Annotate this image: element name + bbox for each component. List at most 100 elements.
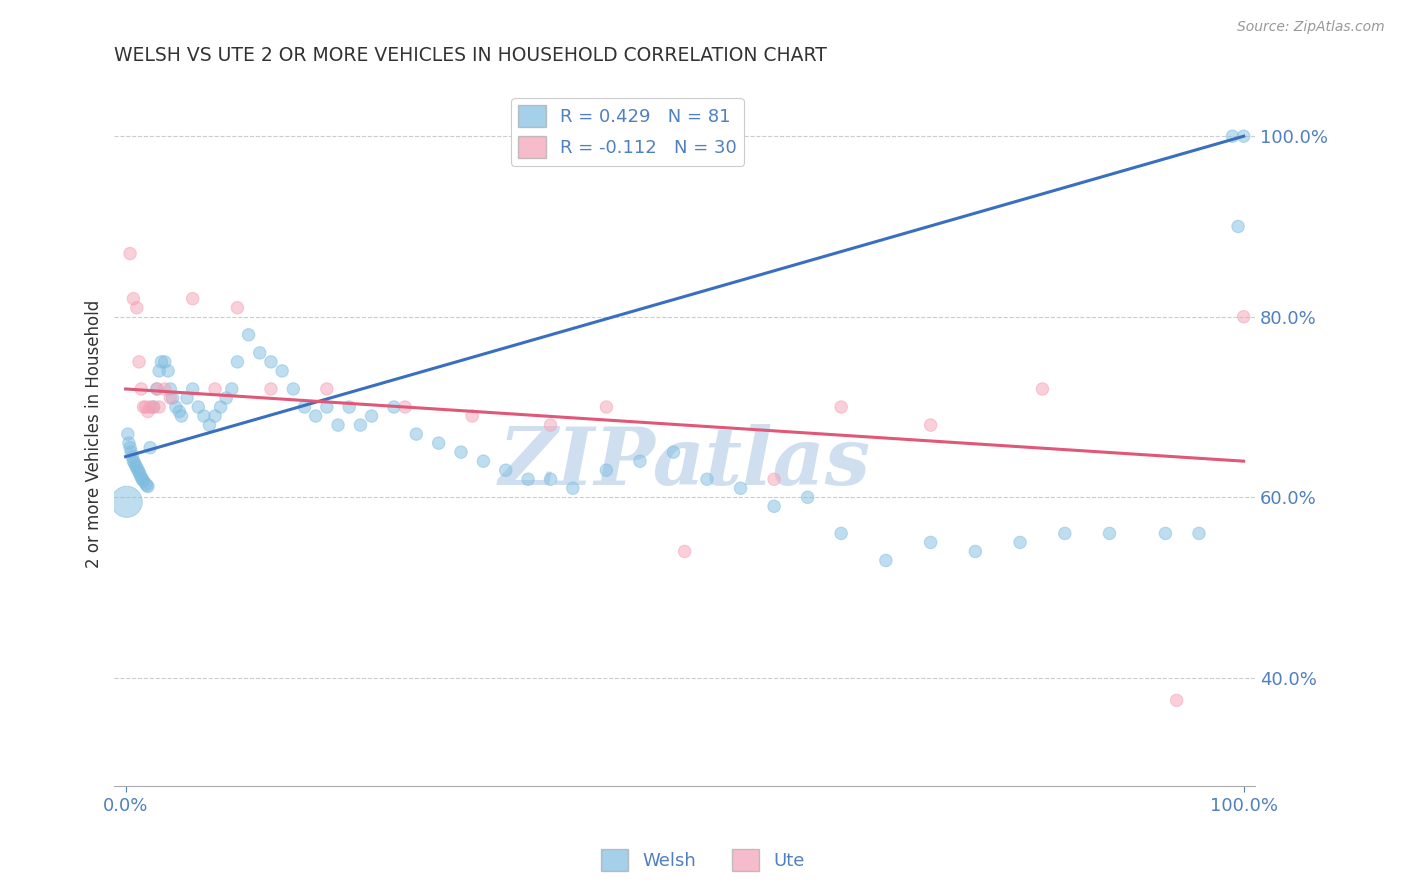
Point	[135, 478, 157, 492]
Point	[122, 292, 145, 306]
Point	[215, 391, 238, 405]
Point	[221, 382, 243, 396]
Point	[271, 364, 294, 378]
Legend: Welsh, Ute: Welsh, Ute	[593, 842, 813, 879]
Point	[595, 463, 617, 477]
Point	[115, 495, 138, 509]
Point	[159, 382, 181, 396]
Point	[763, 500, 786, 514]
Point	[226, 355, 249, 369]
Point	[427, 436, 450, 450]
Point	[153, 382, 176, 396]
Point	[1222, 129, 1244, 144]
Point	[662, 445, 685, 459]
Point	[146, 382, 169, 396]
Point	[561, 481, 583, 495]
Point	[162, 391, 184, 405]
Point	[540, 418, 562, 433]
Point	[495, 463, 517, 477]
Point	[305, 409, 328, 423]
Point	[153, 355, 176, 369]
Point	[129, 470, 152, 484]
Point	[238, 327, 260, 342]
Point	[1098, 526, 1121, 541]
Point	[209, 400, 232, 414]
Point	[1053, 526, 1076, 541]
Text: WELSH VS UTE 2 OR MORE VEHICLES IN HOUSEHOLD CORRELATION CHART: WELSH VS UTE 2 OR MORE VEHICLES IN HOUSE…	[114, 46, 827, 65]
Point	[136, 479, 159, 493]
Point	[120, 246, 142, 260]
Text: Source: ZipAtlas.com: Source: ZipAtlas.com	[1237, 20, 1385, 34]
Point	[763, 472, 786, 486]
Point	[135, 476, 157, 491]
Point	[128, 465, 150, 479]
Point	[349, 418, 371, 433]
Point	[124, 456, 146, 470]
Point	[204, 409, 226, 423]
Point	[121, 450, 143, 464]
Point	[146, 382, 169, 396]
Text: ZIPatlas: ZIPatlas	[499, 424, 870, 501]
Point	[965, 544, 987, 558]
Point	[628, 454, 651, 468]
Point	[517, 472, 540, 486]
Point	[150, 355, 173, 369]
Point	[176, 391, 198, 405]
Point	[165, 400, 187, 414]
Point	[122, 454, 145, 468]
Point	[1233, 129, 1256, 144]
Point	[198, 418, 221, 433]
Point	[326, 418, 349, 433]
Point	[193, 409, 215, 423]
Point	[117, 427, 139, 442]
Point	[135, 400, 157, 414]
Point	[148, 400, 170, 414]
Point	[120, 445, 142, 459]
Point	[170, 409, 193, 423]
Point	[337, 400, 360, 414]
Point	[124, 458, 146, 473]
Point	[1166, 693, 1188, 707]
Point	[1233, 310, 1256, 324]
Point	[249, 346, 271, 360]
Point	[125, 301, 148, 315]
Point	[127, 463, 149, 477]
Point	[540, 472, 562, 486]
Point	[167, 404, 190, 418]
Legend: R = 0.429   N = 81, R = -0.112   N = 30: R = 0.429 N = 81, R = -0.112 N = 30	[512, 98, 744, 166]
Point	[142, 400, 165, 414]
Point	[129, 467, 152, 482]
Point	[132, 474, 155, 488]
Point	[875, 553, 897, 567]
Point	[181, 292, 204, 306]
Point	[730, 481, 752, 495]
Point	[148, 364, 170, 378]
Point	[673, 544, 696, 558]
Point	[696, 472, 718, 486]
Point	[360, 409, 382, 423]
Point	[1227, 219, 1250, 234]
Point	[136, 404, 159, 418]
Point	[315, 382, 337, 396]
Point	[1154, 526, 1177, 541]
Point	[472, 454, 495, 468]
Point	[461, 409, 484, 423]
Point	[920, 418, 942, 433]
Point	[139, 441, 162, 455]
Point	[450, 445, 472, 459]
Point	[294, 400, 316, 414]
Point	[129, 382, 152, 396]
Point	[260, 355, 283, 369]
Point	[283, 382, 305, 396]
Point	[181, 382, 204, 396]
Point	[204, 382, 226, 396]
Point	[142, 400, 165, 414]
Point	[132, 400, 155, 414]
Point	[405, 427, 427, 442]
Point	[260, 382, 283, 396]
Point	[830, 526, 852, 541]
Point	[128, 355, 150, 369]
Point	[226, 301, 249, 315]
Point	[830, 400, 852, 414]
Point	[131, 472, 153, 486]
